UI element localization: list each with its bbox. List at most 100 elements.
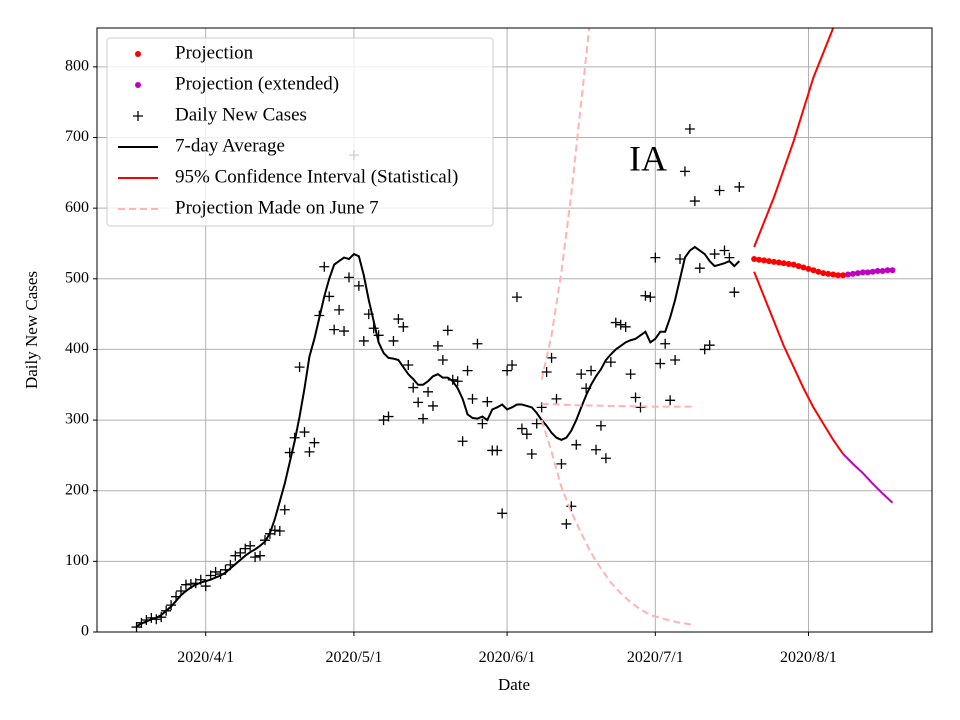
data-point	[689, 196, 700, 207]
data-line	[540, 419, 695, 626]
data-point	[630, 392, 641, 403]
data-point	[200, 581, 211, 592]
data-line	[753, 271, 844, 455]
legend-label: 95% Confidence Interval (Statistical)	[175, 166, 458, 187]
data-point	[845, 271, 852, 278]
data-point	[729, 287, 740, 298]
data-point	[255, 550, 266, 561]
data-point	[761, 257, 768, 264]
data-point	[388, 335, 399, 346]
data-point	[432, 340, 443, 351]
data-point	[665, 395, 676, 406]
data-point	[576, 369, 587, 380]
data-point	[864, 269, 871, 276]
data-point	[734, 181, 745, 192]
data-point	[840, 272, 847, 279]
axes: 0 100 200 300 400 500 600 700 800 2020/4/1 2020/5/…	[65, 58, 837, 666]
x-tick-label: 2020/7/1	[627, 649, 684, 666]
data-point	[541, 367, 552, 378]
plot-frame	[96, 27, 933, 633]
data-point	[492, 445, 503, 456]
data-point	[245, 540, 256, 551]
data-point	[408, 382, 419, 393]
data-point	[250, 552, 261, 563]
data-point	[714, 185, 725, 196]
data-point	[800, 264, 807, 271]
y-tick-label: 0	[81, 623, 89, 640]
data-point	[477, 418, 488, 429]
data-point	[756, 256, 763, 263]
legend-label: 7-day Average	[175, 135, 285, 156]
legend-marker	[135, 82, 141, 88]
data-point	[467, 393, 478, 404]
data-point	[795, 263, 802, 270]
data-point	[358, 335, 369, 346]
data-point	[869, 268, 876, 275]
data-point	[605, 357, 616, 368]
legend: Projection Projection (extended) Daily New…	[106, 37, 494, 227]
y-tick-label: 800	[65, 58, 89, 75]
data-point	[694, 263, 705, 274]
y-tick-label: 100	[65, 552, 89, 569]
data-point	[849, 270, 856, 277]
data-point	[595, 420, 606, 431]
y-tick-label: 600	[65, 199, 89, 216]
data-point	[418, 413, 429, 424]
data-point	[235, 547, 246, 558]
legend-label: Projection	[175, 42, 254, 63]
data-point	[274, 525, 285, 536]
data-point	[413, 397, 424, 408]
data-point	[670, 355, 681, 366]
legend-marker	[135, 51, 141, 57]
data-point	[640, 290, 651, 301]
data-point	[343, 272, 354, 283]
data-point	[516, 423, 527, 434]
data-point	[889, 267, 896, 274]
data-point	[393, 314, 404, 325]
data-point	[591, 444, 602, 455]
data-point	[625, 369, 636, 380]
data-point	[571, 439, 582, 450]
legend-label: Projection Made on June 7	[175, 197, 379, 218]
plot-area	[131, 28, 896, 632]
data-point	[403, 359, 414, 370]
data-point	[353, 280, 364, 291]
data-point	[719, 245, 730, 256]
data-point	[704, 340, 715, 351]
data-point	[511, 292, 522, 303]
data-point	[482, 396, 493, 407]
data-point	[655, 358, 666, 369]
data-point	[884, 267, 891, 274]
data-point	[805, 265, 812, 272]
data-point	[294, 362, 305, 373]
data-point	[835, 272, 842, 279]
data-line	[541, 402, 695, 408]
x-axis-label: Date	[498, 675, 530, 694]
data-point	[497, 508, 508, 519]
data-point	[770, 258, 777, 265]
x-tick-label: 2020/4/1	[177, 649, 234, 666]
data-point	[452, 376, 463, 387]
data-point	[660, 338, 671, 349]
data-point	[551, 393, 562, 404]
y-axis-label: Daily New Cases	[22, 271, 41, 389]
data-point	[526, 448, 537, 459]
data-point	[437, 355, 448, 366]
legend-box	[106, 37, 494, 227]
data-point	[780, 260, 787, 267]
data-point	[775, 259, 782, 266]
data-point	[502, 365, 513, 376]
annotation: IA	[629, 138, 667, 178]
data-point	[462, 365, 473, 376]
data-point	[561, 518, 572, 529]
data-point	[383, 411, 394, 422]
legend-marker	[133, 111, 143, 121]
data-point	[319, 261, 330, 272]
legend-label: Projection (extended)	[175, 73, 339, 94]
data-point	[329, 324, 340, 335]
data-point	[684, 124, 695, 135]
data-point	[620, 321, 631, 332]
data-point	[859, 269, 866, 276]
data-point	[825, 270, 832, 277]
data-line	[842, 453, 894, 504]
